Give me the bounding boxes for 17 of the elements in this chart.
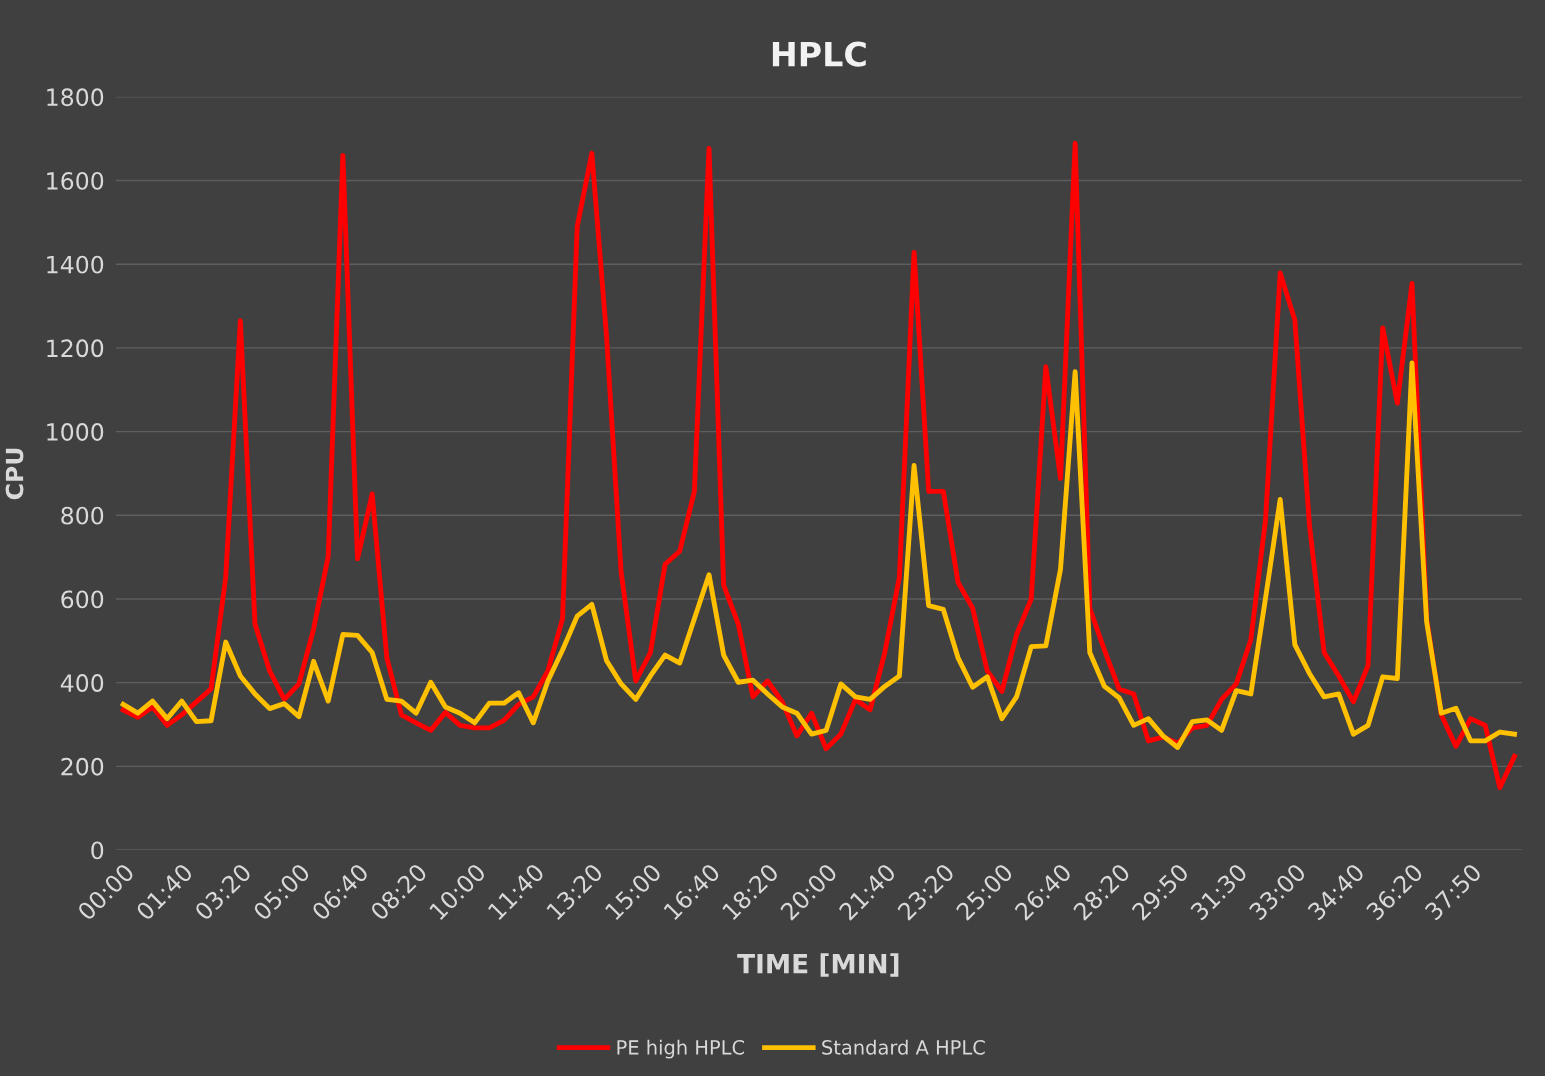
- y-tick-label: 800: [61, 506, 104, 525]
- chart-title: HPLC: [772, 41, 866, 67]
- y-tick-label: 1000: [47, 423, 104, 441]
- line-series: [120, 360, 1517, 750]
- y-tick-label: 0: [91, 841, 104, 860]
- line-series: [120, 140, 1517, 791]
- y-tick-label: 1800: [47, 88, 104, 107]
- y-tick-label: 200: [61, 757, 104, 776]
- y-tick-label: 1200: [47, 339, 104, 358]
- y-tick-label: 400: [60, 674, 104, 692]
- y-axis-title: CPU: [5, 448, 24, 500]
- x-axis-title: TIME [MIN]: [737, 953, 899, 977]
- y-tick-label: 1600: [47, 171, 104, 190]
- legend-label: PE high HPLC: [617, 1039, 745, 1059]
- legend-label: Standard A HPLC: [822, 1039, 985, 1055]
- y-tick-label: 1400: [47, 255, 104, 274]
- y-tick-label: 600: [61, 590, 104, 609]
